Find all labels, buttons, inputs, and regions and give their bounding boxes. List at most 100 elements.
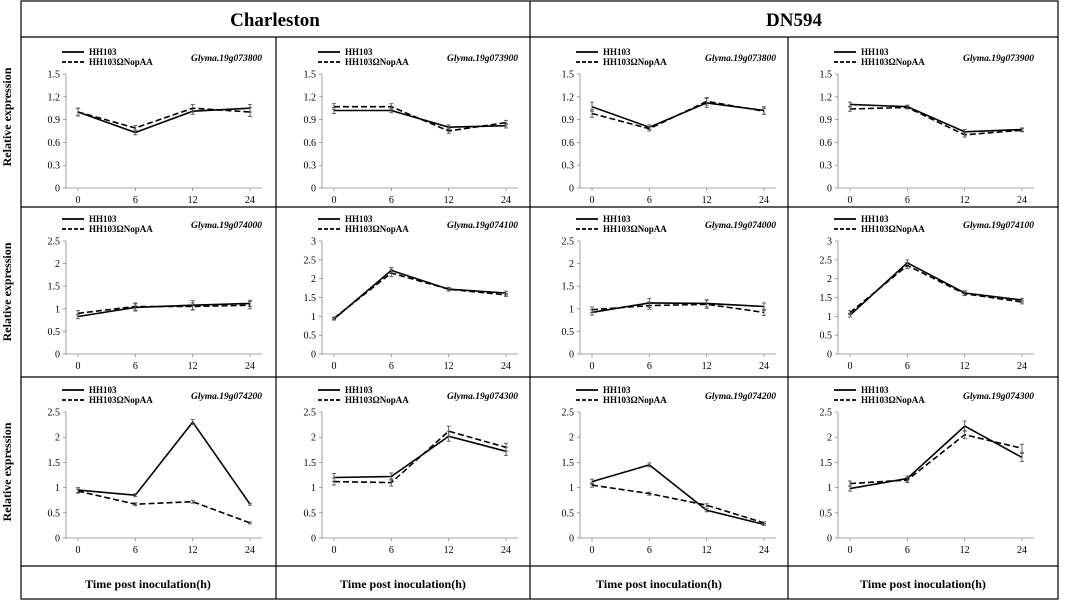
panel-6-ytick-label-4: 2 — [311, 274, 316, 285]
panel-10-ytick-label-3: 1.5 — [304, 458, 317, 469]
panel-12-legend-label-2: HH103ΩNopAA — [861, 395, 925, 405]
panel-11-legend-label-2: HH103ΩNopAA — [603, 395, 667, 405]
panel-9-xtick-label-3: 24 — [245, 545, 255, 556]
panel-7-ytick-label-0: 0 — [569, 350, 574, 361]
panel-1-xtick-label-3: 24 — [245, 195, 255, 206]
panel-10-ytick-label-4: 2 — [311, 433, 316, 444]
col-xlabel-4: Time post inoculation(h) — [860, 577, 986, 591]
panel-2-ytick-label-3: 0.9 — [304, 115, 317, 126]
panel-1-xtick-label-0: 0 — [76, 195, 81, 206]
panel-5-xtick-label-2: 12 — [188, 361, 198, 372]
panel-9-series-1-line — [77, 420, 251, 505]
panel-2-ytick-label-4: 1.2 — [304, 92, 317, 103]
panel-10-ytick-label-1: 0.5 — [304, 508, 317, 519]
panel-2-series-2-line — [334, 105, 507, 132]
panel-4-xtick-label-1: 6 — [905, 195, 910, 206]
panel-5-xtick-label-3: 24 — [245, 361, 255, 372]
panel-7-ytick-label-2: 1 — [569, 304, 574, 315]
panel-4-ytick-label-0: 0 — [827, 184, 832, 195]
panel-1-ytick-label-4: 1.2 — [48, 92, 61, 103]
cultivar-header-charleston: Charleston — [230, 10, 320, 31]
panel-9-xtick-label-2: 12 — [188, 545, 198, 556]
panel-5-legend-label-1: HH103 — [89, 214, 117, 224]
panel-12-xtick-label-2: 12 — [960, 545, 970, 556]
panel-10-legend-label-1: HH103 — [345, 385, 373, 395]
panel-12-xtick-label-0: 0 — [848, 545, 853, 556]
cultivar-header-dn594: DN594 — [766, 10, 822, 31]
panel-5-gene-title: Glyma.19g074000 — [191, 221, 262, 231]
panel-12-gene-title: Glyma.19g074300 — [963, 392, 1034, 402]
panel-8-ytick-label-3: 1.5 — [820, 293, 833, 304]
panel-2-gene-title: Glyma.19g073900 — [447, 54, 518, 64]
panel-10-gene-title: Glyma.19g074300 — [447, 392, 518, 402]
panel-4-xtick-label-3: 24 — [1017, 195, 1027, 206]
panel-8-ytick-label-4: 2 — [827, 274, 832, 285]
panel-9-ytick-label-2: 1 — [55, 483, 60, 494]
panel-9-ytick-label-5: 2.5 — [48, 408, 61, 419]
panel-6-xtick-label-0: 0 — [332, 361, 337, 372]
panel-1-ytick-label-1: 0.3 — [48, 161, 61, 172]
panel-4-ytick-label-4: 1.2 — [820, 92, 833, 103]
panel-4-legend-label-1: HH103 — [861, 47, 889, 57]
panel-3-xtick-label-3: 24 — [759, 195, 769, 206]
panel-5-xtick-label-1: 6 — [133, 361, 138, 372]
panel-3-ytick-label-2: 0.6 — [562, 138, 575, 149]
panel-6-ytick-label-5: 2.5 — [304, 255, 317, 266]
panel-11-ytick-label-1: 0.5 — [562, 508, 575, 519]
panel-10-series-2-line — [333, 430, 507, 484]
panel-11-ytick-label-5: 2.5 — [562, 408, 575, 419]
panel-10-xtick-label-2: 12 — [444, 545, 454, 556]
panel-3-legend-label-1: HH103 — [603, 47, 631, 57]
panel-10-ytick-label-0: 0 — [311, 534, 316, 545]
panel-7-legend-label-1: HH103 — [603, 214, 631, 224]
panel-11-xtick-label-2: 12 — [702, 545, 712, 556]
panel-9-xtick-label-1: 6 — [133, 545, 138, 556]
panel-11-xtick-label-0: 0 — [590, 545, 595, 556]
panel-3-legend-label-2: HH103ΩNopAA — [603, 57, 667, 67]
panel-5-ytick-label-2: 1 — [55, 304, 60, 315]
panel-10-xtick-label-0: 0 — [332, 545, 337, 556]
panel-8-series-2-line — [849, 264, 1023, 314]
col-xlabel-1: Time post inoculation(h) — [85, 577, 211, 591]
panel-11-xtick-label-3: 24 — [759, 545, 769, 556]
panel-10-ytick-label-5: 2.5 — [304, 408, 317, 419]
panel-7-xtick-label-1: 6 — [647, 361, 652, 372]
panel-4-legend-label-2: HH103ΩNopAA — [861, 57, 925, 67]
panel-8-xtick-label-0: 0 — [848, 361, 853, 372]
col-xlabel-2: Time post inoculation(h) — [340, 577, 466, 591]
panel-2-xtick-label-1: 6 — [389, 195, 394, 206]
panel-11-ytick-label-0: 0 — [569, 534, 574, 545]
panel-12-series-1-line — [849, 425, 1023, 490]
panel-6-ytick-label-2: 1 — [311, 312, 316, 323]
panel-1-xtick-label-1: 6 — [133, 195, 138, 206]
panel-3-gene-title: Glyma.19g073800 — [705, 54, 776, 64]
panel-5-ytick-label-0: 0 — [55, 350, 60, 361]
panel-8-legend-label-2: HH103ΩNopAA — [861, 224, 925, 234]
panel-4-ytick-label-2: 0.6 — [820, 138, 833, 149]
panel-7-xtick-label-0: 0 — [590, 361, 595, 372]
panel-3-ytick-label-5: 1.5 — [562, 70, 575, 81]
panel-12-legend-label-1: HH103 — [861, 385, 889, 395]
panel-2-legend-label-1: HH103 — [345, 47, 373, 57]
panel-4-ytick-label-3: 0.9 — [820, 115, 833, 126]
panel-10-series-1-line — [333, 435, 507, 479]
panel-9-ytick-label-3: 1.5 — [48, 458, 61, 469]
panel-6-xtick-label-3: 24 — [501, 361, 511, 372]
row-ylabel-2: Relative expression — [0, 242, 14, 341]
panel-1-xtick-label-2: 12 — [188, 195, 198, 206]
panel-11-ytick-label-3: 1.5 — [562, 458, 575, 469]
panel-6-legend-label-2: HH103ΩNopAA — [345, 224, 409, 234]
panel-9-ytick-label-0: 0 — [55, 534, 60, 545]
panel-5-ytick-label-3: 1.5 — [48, 282, 61, 293]
panel-1-ytick-label-0: 0 — [55, 184, 60, 195]
panel-1-ytick-label-5: 1.5 — [48, 70, 61, 81]
panel-7-ytick-label-1: 0.5 — [562, 327, 575, 338]
panel-1-legend-label-2: HH103ΩNopAA — [89, 57, 153, 67]
